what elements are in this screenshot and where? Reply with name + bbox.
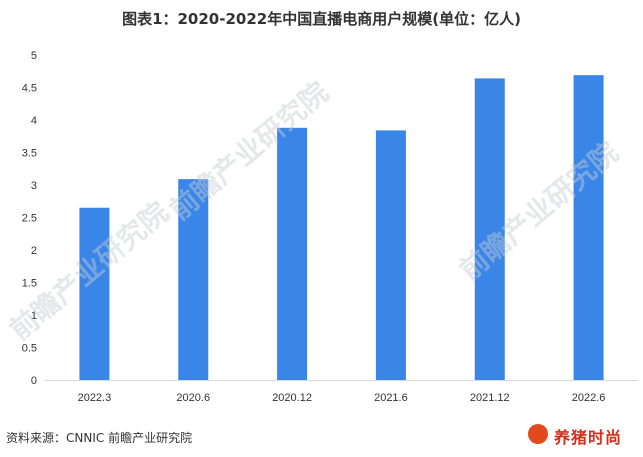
y-tick-label: 2 — [31, 245, 37, 257]
logo-text: 养猪时尚 — [554, 428, 623, 447]
x-tick-label: 2020.6 — [176, 392, 210, 404]
bar — [178, 179, 209, 380]
bar — [375, 130, 406, 380]
x-tick-label: 2022.3 — [78, 392, 112, 404]
y-tick-label: 1.5 — [22, 278, 37, 290]
y-tick-label: 2.5 — [22, 213, 37, 225]
chart-title: 图表1：2020-2022年中国直播电商用户规模(单位：亿人) — [122, 10, 521, 28]
y-tick-label: 3.5 — [22, 148, 37, 160]
source-note: 资料来源：CNNIC 前瞻产业研究院 — [6, 431, 193, 445]
y-tick-label: 1 — [31, 310, 37, 322]
bar — [474, 78, 505, 381]
bar — [79, 207, 110, 380]
x-tick-label: 2022.6 — [572, 392, 606, 404]
y-tick-label: 0.5 — [22, 343, 37, 355]
y-tick-label: 4 — [31, 115, 37, 127]
y-tick-label: 4.5 — [22, 83, 37, 95]
y-tick-label: 0 — [31, 375, 37, 387]
logo: 养猪时尚 — [524, 418, 640, 450]
bar — [277, 127, 308, 380]
x-tick-label: 2021.6 — [374, 392, 408, 404]
bar — [573, 75, 604, 381]
x-tick-label: 2021.12 — [470, 392, 510, 404]
y-tick-label: 5 — [31, 50, 37, 62]
x-tick-label: 2020.12 — [272, 392, 312, 404]
logo-icon — [528, 424, 548, 444]
y-tick-label: 3 — [31, 180, 37, 192]
